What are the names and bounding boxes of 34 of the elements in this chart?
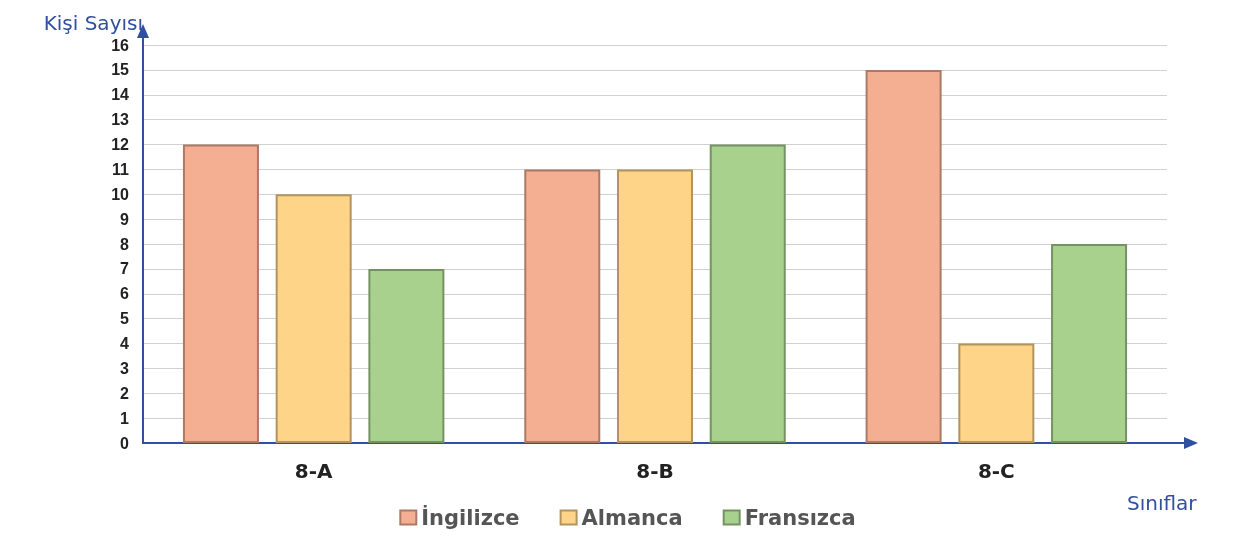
y-tick-label: 16 — [111, 36, 130, 54]
x-tick-label: 8-C — [977, 459, 1015, 483]
y-tick-label: 6 — [120, 285, 130, 303]
y-tick-label: 0 — [120, 434, 130, 452]
legend-label: Fransızca — [744, 505, 856, 530]
bar — [368, 268, 445, 443]
y-tick-label: 2 — [120, 384, 130, 402]
bar — [865, 69, 942, 443]
y-tick-label: 1 — [120, 409, 130, 427]
y-tick-label: 15 — [111, 61, 130, 79]
y-tick-label: 13 — [111, 111, 130, 129]
bar — [1051, 244, 1128, 443]
x-tick-label: 8-A — [294, 459, 334, 483]
bar — [182, 144, 259, 443]
y-tick-label: 8 — [120, 235, 130, 253]
x-tick-label: 8-B — [636, 459, 674, 483]
y-tick-label: 4 — [120, 335, 130, 352]
bar — [709, 144, 786, 443]
y-tick-label: 11 — [112, 160, 130, 178]
y-axis-title: Kişi Sayısı — [43, 11, 143, 35]
legend-label: Almanca — [581, 505, 683, 530]
y-tick-label: 7 — [120, 260, 130, 278]
y-tick-label: 9 — [120, 210, 130, 228]
y-tick-label: 14 — [111, 86, 130, 104]
bar — [275, 194, 352, 443]
y-tick-label: 3 — [120, 359, 130, 377]
legend-label: İngilizce — [421, 504, 520, 530]
bar — [617, 169, 693, 443]
y-tick-label: 12 — [111, 136, 130, 153]
bar — [524, 169, 601, 443]
x-axis-title: Sınıflar — [1127, 491, 1198, 515]
bar — [958, 343, 1035, 443]
y-tick-label: 5 — [120, 310, 130, 328]
y-tick-label: 10 — [111, 185, 130, 203]
